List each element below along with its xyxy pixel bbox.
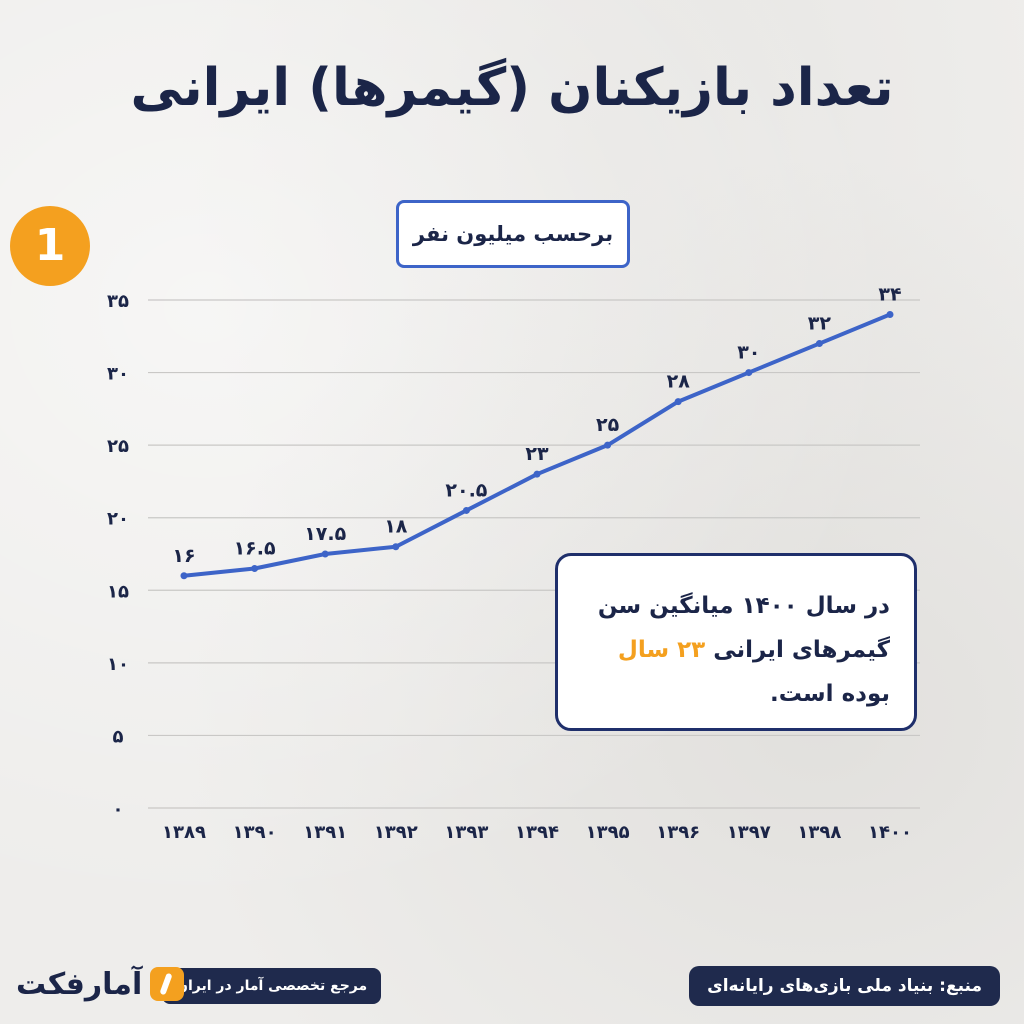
logo-icon xyxy=(150,967,185,1001)
x-tick-label: ۱۳۹۱ xyxy=(303,822,347,843)
x-tick-label: ۱۴۰۰ xyxy=(868,822,912,843)
x-tick-label: ۱۳۹۴ xyxy=(515,822,559,843)
data-point xyxy=(251,565,259,573)
data-point xyxy=(462,506,470,514)
y-tick-label: ۲۰ xyxy=(107,509,129,530)
x-tick-label: ۱۳۹۵ xyxy=(586,822,630,843)
data-label: ۲۵ xyxy=(596,414,620,436)
data-label: ۲۸ xyxy=(667,371,691,393)
x-tick-label: ۱۳۹۳ xyxy=(444,822,488,843)
note-text-2: بوده است. xyxy=(769,681,890,707)
unit-label: برحسب میلیون نفر xyxy=(396,200,630,268)
data-point xyxy=(321,550,329,558)
x-tick-label: ۱۳۹۸ xyxy=(797,822,841,843)
data-point xyxy=(533,470,541,478)
x-tick-label: ۱۳۹۰ xyxy=(233,822,277,843)
data-label: ۳۴ xyxy=(878,284,901,306)
data-label: ۱۸ xyxy=(384,516,408,538)
data-point xyxy=(180,572,188,580)
page-number-badge: 1 xyxy=(10,206,90,286)
x-tick-label: ۱۳۹۷ xyxy=(727,822,771,843)
source-badge: منبع: بنیاد ملی بازی‌های رایانه‌ای xyxy=(689,966,1000,1006)
data-label: ۳۰ xyxy=(737,342,760,364)
note-highlight: ۲۳ سال xyxy=(617,637,706,663)
logo-text: آمارفکت xyxy=(16,966,143,1002)
logo: آمارفکت xyxy=(16,962,185,1006)
page-title: تعداد بازیکنان (گیمرها) ایرانی xyxy=(130,58,894,118)
y-tick-label: ۳۰ xyxy=(107,364,129,385)
data-label: ۱۷.۵ xyxy=(304,523,346,545)
y-tick-label: ۵ xyxy=(113,726,124,747)
tagline-badge: مرجع تخصصی آمار در ایران xyxy=(162,968,382,1004)
data-point xyxy=(392,543,400,551)
x-tick-label: ۱۳۹۲ xyxy=(374,822,418,843)
data-point xyxy=(886,311,894,319)
data-point xyxy=(674,398,682,406)
x-tick-label: ۱۳۸۹ xyxy=(162,822,206,843)
data-point xyxy=(815,340,823,348)
data-point xyxy=(745,369,753,377)
x-tick-label: ۱۳۹۶ xyxy=(656,822,700,843)
data-label: ۲۰.۵ xyxy=(445,479,487,501)
note-text-1: در سال ۱۴۰۰ میانگین سن گیمرهای ایرانی xyxy=(597,593,890,663)
data-label: ۲۳ xyxy=(525,443,549,465)
data-label: ۱۶.۵ xyxy=(234,538,276,560)
y-tick-label: ۱۰ xyxy=(107,654,129,675)
data-label: ۱۶ xyxy=(172,545,195,567)
data-label: ۳۲ xyxy=(808,313,832,335)
y-tick-label: ۱۵ xyxy=(107,581,129,602)
y-tick-label: ۲۵ xyxy=(107,436,129,457)
note-box: در سال ۱۴۰۰ میانگین سن گیمرهای ایرانی ۲۳… xyxy=(555,553,917,731)
data-point xyxy=(604,441,612,449)
y-tick-label: ۳۵ xyxy=(107,291,129,312)
y-tick-label: ۰ xyxy=(113,799,124,820)
